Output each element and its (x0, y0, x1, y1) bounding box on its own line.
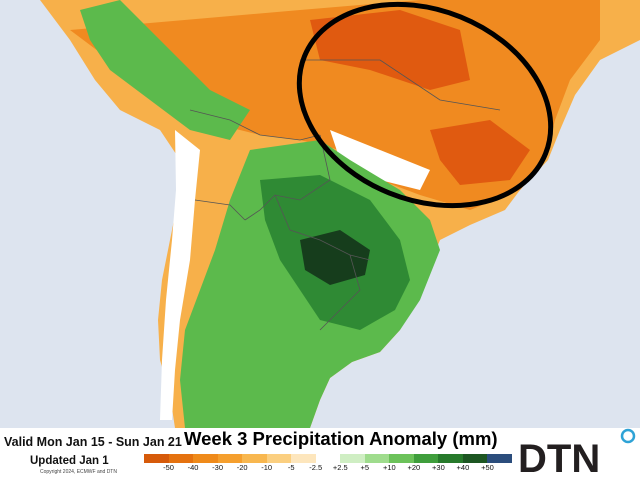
legend-tick-label: -50 (163, 463, 174, 472)
legend-color-segment (487, 454, 513, 463)
map-title: Week 3 Precipitation Anomaly (mm) (184, 428, 498, 449)
wet-darkest (300, 230, 370, 285)
dry-core-2 (430, 120, 530, 185)
dtn-logo-circle-icon (620, 428, 636, 444)
legend-tick-label: +5 (360, 463, 370, 472)
legend-tick-label: +30 (432, 463, 445, 472)
legend-tick-label: -40 (187, 463, 199, 472)
legend-color-segment (242, 454, 268, 463)
legend-color-segment (193, 454, 219, 463)
precipitation-anomaly-map (40, 0, 640, 428)
updated-label: Updated Jan 1 (30, 455, 109, 467)
legend-tick-label: -5 (287, 463, 295, 472)
legend-color-segment (315, 454, 341, 463)
legend-color-segment (389, 454, 415, 463)
legend-colorbar (144, 454, 513, 463)
legend-tick-label: -10 (261, 463, 273, 472)
legend-tick-label: +50 (481, 463, 494, 472)
dry-core (310, 10, 470, 90)
country-borders (189, 59, 501, 331)
dtn-logo-text: DTN (518, 437, 600, 480)
legend-color-segment (144, 454, 170, 463)
legend-tick-label: +20 (407, 463, 421, 472)
highlight-ellipse (296, 1, 554, 209)
valid-period-label: Valid Mon Jan 15 - Sun Jan 21 (4, 435, 182, 449)
legend-color-segment (438, 454, 464, 463)
legend-color-segment (462, 454, 488, 463)
neutral-band (330, 130, 430, 190)
dtn-logo: DTN (518, 428, 636, 480)
legend-tick-label: +2.5 (332, 463, 348, 472)
legend-tick-label: -30 (212, 463, 224, 472)
legend-tick-label: -2.5 (309, 463, 323, 472)
andes-green (80, 0, 250, 140)
legend-color-segment (291, 454, 317, 463)
legend-color-segment (266, 454, 292, 463)
andes-white (160, 130, 200, 420)
legend-tick-label: +10 (382, 463, 396, 472)
copyright-label: Copyright 2024, ECMWF and DTN (40, 469, 117, 475)
legend-tick-label: +40 (456, 463, 470, 472)
legend-tick-label: -20 (236, 463, 248, 472)
legend-color-segment (168, 454, 194, 463)
legend-color-segment (217, 454, 243, 463)
legend-footer: Valid Mon Jan 15 - Sun Jan 21 Updated Ja… (0, 428, 640, 480)
legend-color-segment (364, 454, 390, 463)
legend-color-segment (413, 454, 439, 463)
legend-color-segment (340, 454, 366, 463)
legend-ticks: -50 -40 -30 -20 -10 -5 -2.5 +2.5 +5 +10 +20 +30 +40 +… (144, 463, 512, 475)
